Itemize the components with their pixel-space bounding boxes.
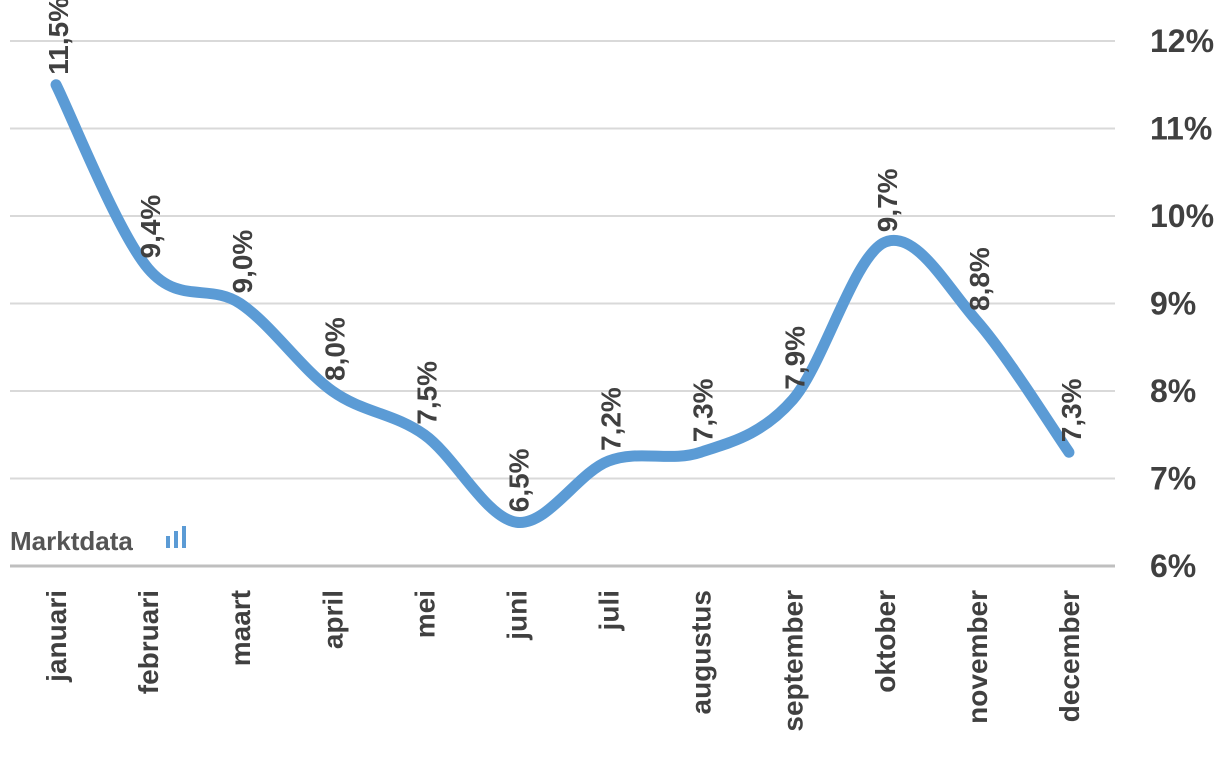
y-tick-label: 6% [1150, 548, 1196, 584]
y-tick-label: 9% [1150, 286, 1196, 322]
x-tick-label: december [1054, 590, 1085, 722]
data-label: 8,8% [964, 247, 995, 311]
x-tick-label: februari [133, 590, 164, 694]
x-tick-label: maart [225, 590, 256, 666]
line-series [50, 79, 1075, 528]
data-label: 7,9% [780, 326, 811, 390]
x-tick-label: juni [501, 590, 532, 641]
y-tick-label: 11% [1150, 111, 1212, 147]
x-tick-label: januari [41, 590, 72, 683]
data-label: 7,3% [1056, 378, 1087, 442]
x-tick-label: november [962, 590, 993, 724]
logo-bar [174, 531, 178, 548]
x-tick-label: mei [409, 590, 440, 638]
y-tick-label: 12% [1150, 23, 1214, 59]
data-label: 7,3% [688, 378, 719, 442]
logo-bar [166, 536, 170, 548]
x-tick-label: juli [594, 590, 625, 631]
watermark-text: Marktdata [10, 526, 133, 556]
data-label: 9,0% [227, 230, 258, 294]
watermark: Marktdata [10, 526, 186, 556]
x-tick-label: oktober [870, 590, 901, 693]
x-tick-label: april [317, 590, 348, 649]
data-label: 8,0% [319, 317, 350, 381]
y-tick-label: 10% [1150, 198, 1214, 234]
y-tick-label: 7% [1150, 461, 1196, 497]
x-tick-label: september [778, 590, 809, 732]
data-label: 7,2% [596, 387, 627, 451]
x-tick-label: augustus [686, 590, 717, 714]
data-label: 11,5% [43, 0, 74, 75]
y-tick-label: 8% [1150, 373, 1196, 409]
data-label: 6,5% [503, 448, 534, 512]
logo-bar [182, 526, 186, 548]
data-label: 7,5% [411, 361, 442, 425]
data-label: 9,7% [872, 168, 903, 232]
data-label: 9,4% [135, 195, 166, 259]
